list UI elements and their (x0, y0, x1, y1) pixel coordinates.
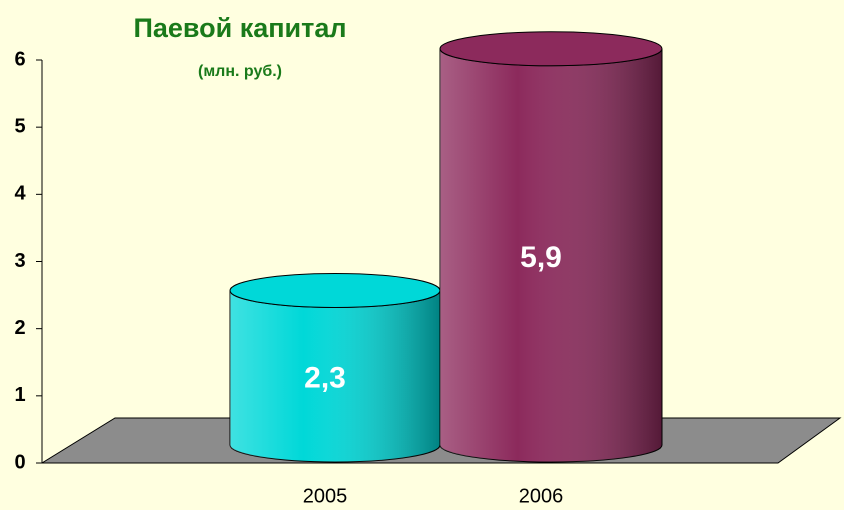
cylinder-shade (230, 290, 440, 462)
x-tick-label: 2006 (519, 485, 564, 507)
cylinder-top (439, 31, 663, 67)
chart-subtitle: (млн. руб.) (198, 63, 282, 80)
y-tick-label: 0 (14, 451, 25, 473)
y-tick-label: 6 (14, 48, 25, 70)
y-tick-label: 2 (14, 317, 25, 339)
chart-title: Паевой капитал (133, 13, 346, 43)
cylinder-shade (440, 48, 662, 462)
cylinder-top (229, 273, 441, 309)
y-tick-label: 5 (14, 115, 25, 137)
x-tick-label: 2005 (303, 485, 348, 507)
y-tick-label: 3 (14, 250, 25, 272)
y-tick-label: 1 (14, 384, 25, 406)
y-tick-label: 4 (14, 183, 26, 205)
value-label: 5,9 (520, 241, 562, 274)
value-label: 2,3 (304, 362, 346, 395)
